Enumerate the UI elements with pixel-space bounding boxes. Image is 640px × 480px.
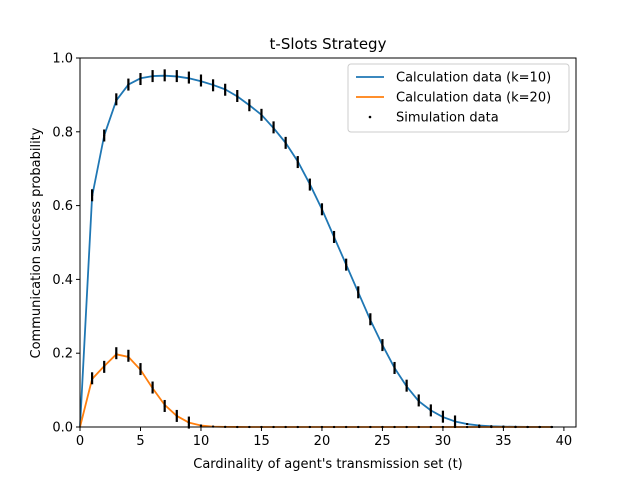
y-tick-label-2: 0.4 [52,273,73,288]
sim-point-2-18 [308,183,311,186]
sim-point-2-14 [260,113,263,116]
sim-point-2-27 [417,399,420,402]
y-tick-label-5: 1.0 [52,52,73,67]
sim-point-2-26 [405,384,408,387]
sim-point-2-9 [199,79,203,82]
sim-point-2-4 [139,77,142,81]
sim-point-3-9 [199,424,203,427]
x-axis-label: Cardinality of agent's transmission set … [193,457,463,472]
legend-label-2: Simulation data [396,111,499,126]
sim-point-2-0 [90,194,94,197]
sim-point-2-19 [320,208,324,211]
legend-box [347,63,570,133]
sim-point-2-12 [236,94,239,98]
y-tick-label-0: 0.0 [52,421,73,436]
sim-point-2-28 [429,409,432,412]
sim-point-2-13 [248,104,251,107]
sim-point-2-15 [272,126,275,129]
sim-point-2-8 [187,76,190,79]
x-tick-label-8: 40 [556,434,573,449]
legend-label-1: Calculation data (k=20) [396,91,551,106]
sim-point-3-5 [151,386,154,389]
y-tick-label-4: 0.8 [52,125,73,140]
sim-point-2-22 [357,291,360,294]
chart-title: t-Slots Strategy [270,35,387,53]
x-tick-label-1: 5 [136,434,144,449]
sim-point-3-4 [139,367,142,371]
x-tick-label-6: 30 [435,434,452,449]
sim-point-2-6 [163,74,166,77]
sim-point-2-30 [453,420,457,423]
sim-point-3-7 [175,414,178,418]
y-tick-label-3: 0.6 [52,199,73,214]
sim-point-2-16 [284,141,287,144]
sim-point-3-8 [187,421,190,424]
y-tick-label-1: 0.2 [52,347,73,362]
sim-point-2-20 [332,235,336,239]
sim-point-3-3 [127,354,130,357]
legend: Calculation data (k=10) Calculation data … [347,63,570,133]
x-tick-label-7: 35 [495,434,512,449]
sim-point-2-7 [175,74,178,78]
sim-point-2-3 [127,83,130,86]
sim-point-2-31 [466,422,469,426]
sim-point-3-0 [90,377,94,380]
sim-point-2-10 [211,84,215,87]
axes-frame [79,57,577,428]
sim-point-2-25 [393,366,396,370]
sim-point-2-23 [369,318,372,321]
sim-point-2-21 [345,263,348,266]
sim-point-2-29 [441,415,445,418]
legend-marker-2 [368,115,372,119]
x-tick-label-0: 0 [76,434,84,449]
x-tick-label-5: 25 [374,434,391,449]
x-tick-label-4: 20 [314,434,331,449]
series-line-0 [79,74,553,428]
sim-point-2-17 [296,160,299,164]
sim-point-3-2 [115,352,118,355]
legend-label-0: Calculation data (k=10) [396,71,551,86]
sim-point-2-2 [115,98,118,101]
sim-point-3-6 [163,404,166,408]
sim-point-3-1 [103,365,106,368]
x-tick-label-3: 15 [253,434,270,449]
sim-point-2-5 [151,74,154,78]
axes: 0 5 10 15 20 25 30 35 40 0.0 0.2 0.4 0.6 0.8 1.0 [52,52,577,449]
y-axis-label: Communication success probability [29,127,44,358]
x-tick-label-2: 10 [193,434,210,449]
sim-point-2-1 [103,134,106,137]
sim-point-2-11 [224,88,227,91]
sim-point-2-24 [381,343,384,347]
